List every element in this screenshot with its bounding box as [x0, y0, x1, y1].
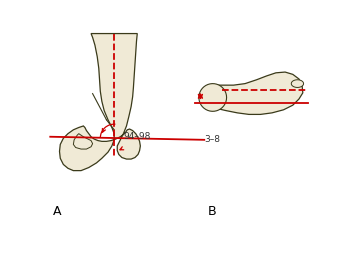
Polygon shape	[59, 34, 141, 171]
Text: A: A	[52, 205, 61, 218]
Polygon shape	[291, 80, 304, 87]
Text: B: B	[208, 205, 217, 218]
Text: 3–8: 3–8	[204, 135, 220, 144]
Polygon shape	[74, 134, 92, 149]
Polygon shape	[199, 84, 226, 111]
Polygon shape	[201, 72, 303, 114]
Text: 94–98: 94–98	[123, 132, 151, 141]
